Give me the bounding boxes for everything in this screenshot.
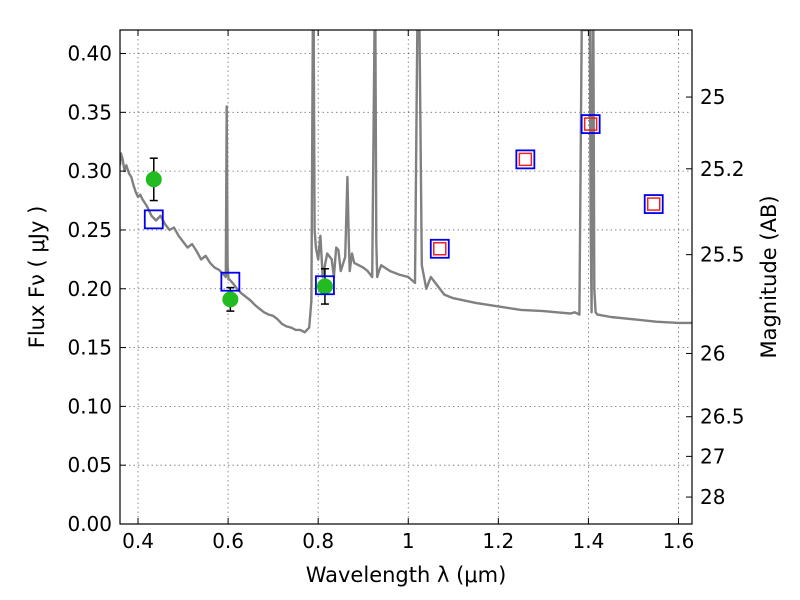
y2-tick-label: 25 [700,85,725,109]
x-tick-label: 0.6 [212,529,244,553]
x-tick-label: 1.2 [482,529,514,553]
x-axis-label: Wavelength λ (μm) [306,563,507,587]
x-tick-label: 1.6 [663,529,695,553]
y-tick-label: 0.40 [67,42,112,66]
y2-tick-label: 27 [700,444,725,468]
model-spectrum [120,30,692,334]
y-tick-label: 0.25 [67,218,112,242]
y2-tick-label: 25.2 [700,157,745,181]
y-tick-label: 0.15 [67,336,112,360]
observed-point [145,171,162,188]
plot-frame [119,29,693,525]
y2-tick-labels: 25 25.2 25.5 26 26.5 27 28 [700,85,745,509]
y2-tick-label: 26 [700,341,725,365]
upper-limit-square [583,117,598,131]
y-tick-label: 0.20 [67,277,112,301]
upper-limit-square [646,197,661,211]
upper-limit-square [518,152,533,167]
model-photometry-square [643,194,664,214]
observed-point [316,278,333,295]
y-tick-label: 0.05 [67,453,112,477]
x-tick-labels: 0.4 0.6 0.8 1 1.2 1.4 1.6 [122,529,694,553]
x-tick-label: 1 [402,529,415,553]
x-tick-label: 1.4 [573,529,605,553]
observed-points [145,171,333,308]
x-tick-label: 0.4 [122,529,154,553]
y-axis-label: Flux Fν ( μJy ) [25,206,49,349]
y-tick-label: 0.35 [67,100,112,124]
y-tick-label: 0.30 [67,159,112,183]
model-photometry-square [515,149,536,170]
model-photometry-square [315,275,335,296]
y-tick-label: 0.10 [67,394,112,418]
model-photometry-square [220,271,241,292]
upper-limit-squares [433,117,661,256]
y-tick-labels: 0.00 0.05 0.10 0.15 0.20 0.25 0.30 0.35 0.40 [67,42,112,536]
model-photometry-square [143,209,164,230]
y2-tick-label: 25.5 [700,243,745,267]
upper-limit-square [433,242,447,256]
y2-tick-label: 26.5 [700,405,745,429]
x-tick-label: 0.8 [302,529,334,553]
y2-axis-label: Magnitude (AB) [757,195,781,358]
model-photometry-square [580,114,601,134]
model-photometry-squares [143,114,664,296]
y2-tick-label: 28 [700,485,725,509]
observed-point [222,291,239,308]
axis-ticks [120,30,692,525]
y-tick-label: 0.00 [67,512,112,536]
model-spectrum-line [120,30,692,334]
model-photometry-square [429,238,450,259]
